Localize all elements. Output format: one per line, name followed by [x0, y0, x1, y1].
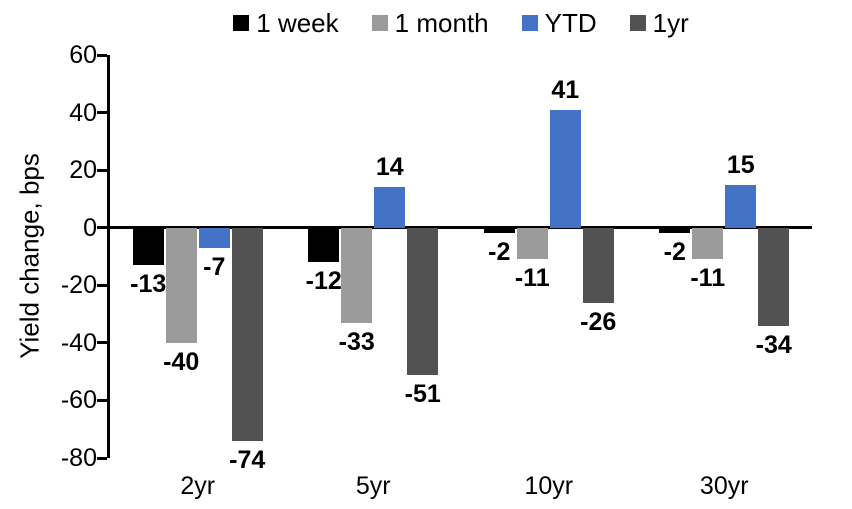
bar-value-label-10yr-1-week: -2 [488, 238, 511, 267]
x-axis-category-label-5yr: 5yr [355, 472, 391, 500]
legend-label: 1 week [256, 7, 339, 38]
legend-swatch-icon [521, 15, 538, 31]
bar-value-label-30yr-1yr: -34 [755, 330, 792, 359]
y-axis-tick [97, 111, 107, 115]
bar-2yr-ytd [198, 227, 230, 248]
y-axis-tick [97, 226, 107, 230]
y-axis-tick [97, 53, 107, 57]
legend-item-1-month: 1 month [371, 7, 489, 38]
y-axis-tick [97, 341, 107, 345]
bar-value-label-5yr-1-month: -33 [338, 327, 375, 356]
bar-2yr-1-month [165, 227, 197, 343]
y-axis-tick [97, 398, 107, 402]
y-axis-tick [97, 456, 107, 460]
legend-item-1yr: 1yr [629, 7, 689, 38]
legend-swatch-icon [629, 15, 646, 31]
bar-value-label-5yr-1yr: -51 [404, 379, 441, 408]
y-axis-tick [97, 168, 107, 172]
y-axis-tick-label: -60 [60, 386, 97, 415]
y-axis-tick-label: -80 [60, 444, 97, 472]
y-axis-tick-label: 60 [69, 41, 97, 69]
bar-value-label-2yr-1yr: -74 [229, 445, 266, 474]
y-axis-tick-label: 0 [83, 213, 97, 242]
bar-value-label-10yr-ytd: 41 [551, 75, 580, 104]
bar-5yr-1yr [407, 227, 439, 375]
legend-item-ytd: YTD [521, 7, 597, 38]
bar-5yr-1-week [308, 227, 340, 263]
bar-value-label-30yr-1-week: -2 [663, 238, 686, 267]
legend-label: YTD [544, 7, 597, 38]
legend-swatch-icon [371, 15, 388, 31]
bar-10yr-1-week [483, 227, 515, 234]
x-axis-category-label-30yr: 30yr [699, 472, 749, 500]
bar-value-label-30yr-1-month: -11 [690, 264, 726, 293]
bar-value-label-10yr-1yr: -26 [580, 307, 617, 336]
y-axis-tick-label: -20 [60, 271, 97, 300]
bar-value-label-5yr-ytd: 14 [375, 153, 404, 182]
y-axis-title: Yield change, bps [14, 153, 45, 359]
plot-area: 60 40 20 0 -20 -40 -60 -80 -13 -40 -7 -74 2yr -12 -33 1… [61, 42, 812, 500]
y-axis-tick-label: 20 [69, 156, 97, 185]
legend-label: 1 month [394, 7, 489, 38]
legend-item-1-week: 1 week [233, 7, 339, 38]
y-axis-tick-label: 40 [69, 98, 97, 127]
bar-value-label-2yr-1-month: -40 [163, 347, 200, 376]
bar-5yr-1-month [341, 227, 373, 323]
legend-label: 1yr [652, 7, 689, 38]
bar-value-label-2yr-1-week: -13 [130, 270, 167, 299]
x-axis-category-label-2yr: 2yr [180, 472, 216, 500]
bar-30yr-1yr [758, 227, 790, 326]
bar-30yr-ytd [725, 184, 757, 228]
y-axis-line [107, 55, 110, 458]
x-axis-category-label-10yr: 10yr [524, 472, 574, 500]
bar-2yr-1-week [132, 227, 164, 266]
bar-30yr-1-month [692, 227, 724, 260]
bar-2yr-1yr [231, 227, 263, 441]
bar-value-label-10yr-1-month: -11 [514, 264, 550, 293]
bar-value-label-5yr-1-week: -12 [305, 267, 342, 296]
bar-10yr-1-month [516, 227, 548, 260]
chart-legend: 1 week 1 month YTD 1yr [110, 6, 812, 40]
bar-value-label-30yr-ytd: 15 [726, 150, 755, 179]
bar-value-label-2yr-ytd: -7 [203, 252, 226, 281]
bar-10yr-1yr [582, 227, 614, 303]
y-axis-tick [97, 283, 107, 287]
y-axis-tick-label: -40 [60, 328, 97, 357]
bar-10yr-ytd [549, 109, 581, 228]
legend-swatch-icon [233, 15, 250, 31]
x-axis-zero-line [107, 226, 812, 230]
bar-30yr-1-week [659, 227, 691, 234]
bar-5yr-ytd [374, 187, 406, 228]
